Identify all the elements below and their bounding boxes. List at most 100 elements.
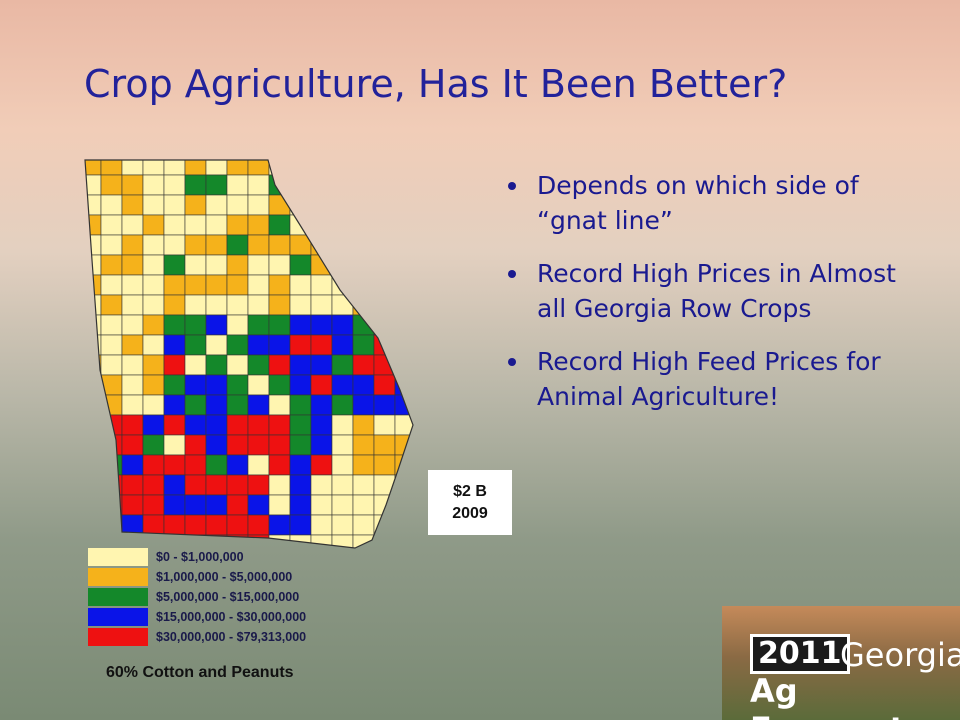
county <box>247 414 270 436</box>
county <box>100 394 123 416</box>
county <box>373 374 396 396</box>
county <box>394 274 413 296</box>
county <box>416 155 437 175</box>
county <box>289 174 312 196</box>
county <box>226 294 249 316</box>
county <box>121 474 144 496</box>
county <box>416 335 437 355</box>
county <box>416 275 437 295</box>
county <box>394 354 413 376</box>
county <box>163 434 186 456</box>
county <box>121 274 144 296</box>
county <box>100 334 123 356</box>
bullet-list: Depends on which side of “gnat line” Rec… <box>508 168 903 432</box>
county <box>352 434 375 456</box>
county <box>142 514 165 536</box>
county <box>331 514 354 536</box>
callout: $2 B 2009 <box>428 470 512 535</box>
county <box>331 174 354 196</box>
county <box>142 494 165 516</box>
county <box>163 374 186 396</box>
logo: 2011 Georgia Ag Forecast <box>722 606 960 720</box>
county <box>184 454 207 476</box>
county <box>163 254 186 276</box>
county <box>247 354 270 376</box>
county <box>373 254 396 276</box>
county <box>247 374 270 396</box>
county <box>268 354 291 376</box>
county <box>331 194 354 216</box>
county <box>247 294 270 316</box>
county <box>142 394 165 416</box>
county <box>310 274 333 296</box>
county <box>352 174 375 196</box>
county <box>373 514 396 536</box>
county <box>142 314 165 336</box>
county <box>142 234 165 256</box>
county <box>226 194 249 216</box>
county <box>247 434 270 456</box>
county <box>331 474 354 496</box>
county <box>226 314 249 336</box>
county <box>85 314 102 336</box>
county <box>373 394 396 416</box>
county <box>373 160 396 176</box>
county <box>331 214 354 236</box>
county <box>85 174 102 196</box>
county <box>85 434 102 456</box>
county <box>247 474 270 496</box>
county <box>142 434 165 456</box>
county <box>100 194 123 216</box>
county <box>205 254 228 276</box>
county <box>268 214 291 236</box>
county <box>331 314 354 336</box>
georgia-map <box>84 155 437 549</box>
county <box>416 195 437 215</box>
county <box>226 514 249 536</box>
county <box>184 434 207 456</box>
county <box>289 394 312 416</box>
county <box>352 454 375 476</box>
county <box>268 514 291 536</box>
county <box>100 274 123 296</box>
county <box>310 334 333 356</box>
county <box>416 415 437 435</box>
county <box>163 354 186 376</box>
county <box>163 274 186 296</box>
county <box>226 214 249 236</box>
county <box>247 314 270 336</box>
county <box>85 194 102 216</box>
county <box>142 474 165 496</box>
county <box>184 294 207 316</box>
county <box>310 214 333 236</box>
county <box>310 374 333 396</box>
county <box>121 160 144 176</box>
county <box>121 294 144 316</box>
county <box>373 434 396 456</box>
legend-item: $5,000,000 - $15,000,000 <box>88 588 299 606</box>
county <box>226 274 249 296</box>
county <box>268 160 291 176</box>
county <box>163 174 186 196</box>
county <box>142 254 165 276</box>
county <box>247 234 270 256</box>
county <box>352 314 375 336</box>
county <box>289 314 312 336</box>
county <box>394 314 413 336</box>
county <box>205 434 228 456</box>
county <box>289 294 312 316</box>
county <box>163 194 186 216</box>
county <box>310 494 333 516</box>
county <box>226 394 249 416</box>
county <box>163 474 186 496</box>
county <box>100 454 123 476</box>
county <box>247 394 270 416</box>
county <box>226 494 249 516</box>
county <box>100 214 123 236</box>
county <box>268 494 291 516</box>
county <box>352 494 375 516</box>
county <box>394 494 413 516</box>
county <box>205 234 228 256</box>
county <box>289 494 312 516</box>
